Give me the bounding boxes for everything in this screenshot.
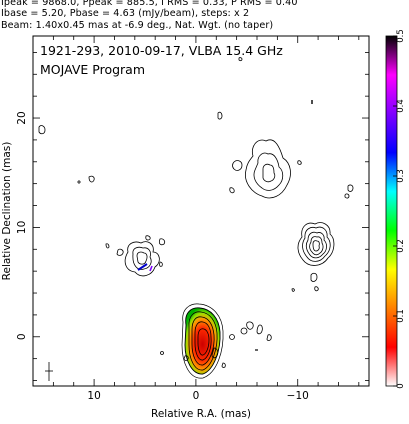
header-line-2: Ibase = 5.20, Pbase = 4.63 (mJy/beam), s… [1,8,250,19]
x-axis-label: Relative R.A. (mas) [151,408,251,420]
y-tick-label: 10 [16,221,28,234]
contour-lines [38,57,354,379]
colorbar-scale [385,35,398,387]
colorbar-tick-label: 0.5 [396,29,406,43]
header-line-1: Ipeak = 9868.0, Ppeak = 885.5, I RMS = 0… [1,0,298,8]
y-tick-label: 20 [16,111,28,124]
x-tick-label: 0 [193,390,200,402]
axis-ticks: 10 0 −10 0 10 20 [16,36,369,402]
plot-title: 1921-293, 2010-09-17, VLBA 15.4 GHz [40,43,283,58]
colorbar-tick-label: 0.1 [396,309,406,323]
beam-marker [45,362,53,381]
colorbar-tick-label: 0.4 [396,99,406,113]
x-tick-label: 10 [87,390,100,402]
plot-frame [32,35,370,387]
colorbar-tick-label: 0.3 [396,169,406,183]
header-line-3: Beam: 1.40x0.45 mas at -6.9 deg., Nat. W… [1,20,274,31]
y-axis-label: Relative Declination (mas) [1,142,13,281]
colorbar-tick-label: 0.2 [396,239,406,253]
x-tick-label: −10 [287,390,309,402]
y-tick-label: 0 [16,333,28,340]
plot-subtitle: MOJAVE Program [40,62,145,77]
colorbar-tick-label: 0 [396,383,406,388]
colorbar: 0 0.1 0.2 0.3 0.4 0.5 [385,29,406,389]
